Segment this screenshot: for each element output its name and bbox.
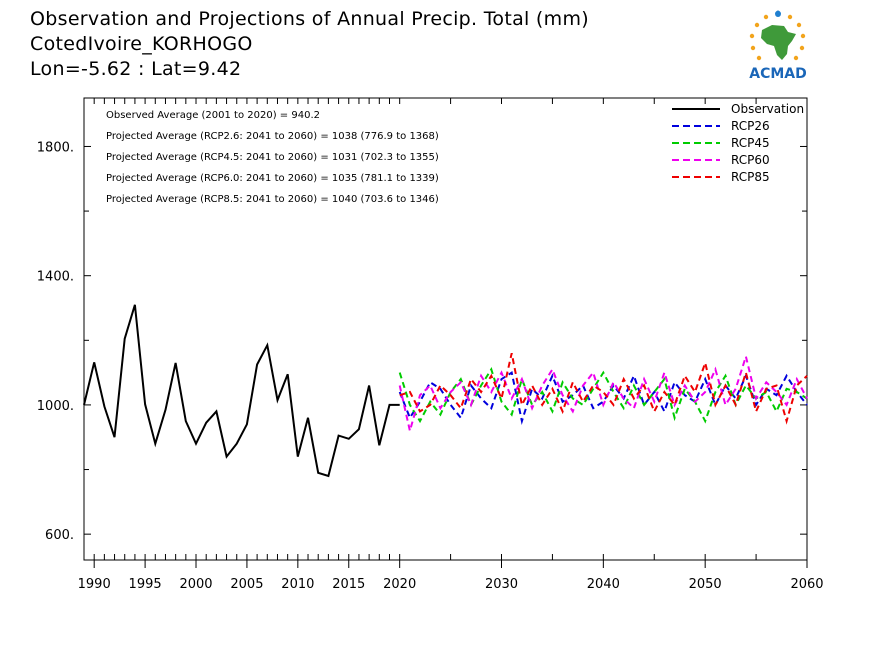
x-tick-label: 2050 xyxy=(689,577,722,592)
x-tick-label: 2060 xyxy=(790,577,823,592)
x-tick-label: 2005 xyxy=(230,577,263,592)
legend-label: RCP26 xyxy=(731,119,770,133)
average-annotation: Projected Average (RCP2.6: 2041 to 2060)… xyxy=(106,131,439,142)
legend-label: RCP85 xyxy=(731,170,770,184)
average-annotation: Observed Average (2001 to 2020) = 940.2 xyxy=(106,110,320,121)
y-tick-label: 600. xyxy=(45,528,74,543)
chart-title: Observation and Projections of Annual Pr… xyxy=(30,8,589,30)
plot-frame xyxy=(83,97,808,561)
x-tick-label: 2020 xyxy=(383,577,416,592)
y-tick-label: 1000. xyxy=(37,399,74,414)
legend-label: RCP60 xyxy=(731,153,770,167)
legend-label: RCP45 xyxy=(731,136,770,150)
x-tick-label: 2040 xyxy=(587,577,620,592)
observation-line xyxy=(83,304,400,478)
x-tick-label: 2000 xyxy=(179,577,212,592)
station-coordinates: Lon=-5.62 : Lat=9.42 xyxy=(30,58,242,80)
series-rcp60-line xyxy=(398,352,808,432)
station-name: CotedIvoire_KORHOGO xyxy=(30,33,253,55)
x-tick-label: 1990 xyxy=(78,577,111,592)
y-tick-label: 1400. xyxy=(37,270,74,285)
average-annotation: Projected Average (RCP8.5: 2041 to 2060)… xyxy=(106,194,439,205)
y-tick-label: 1800. xyxy=(37,140,74,155)
logo-text: ACMAD xyxy=(749,66,807,82)
x-tick-label: 2010 xyxy=(281,577,314,592)
average-annotation: Projected Average (RCP4.5: 2041 to 2060)… xyxy=(106,152,439,163)
average-annotation: Projected Average (RCP6.0: 2041 to 2060)… xyxy=(106,173,439,184)
x-tick-label: 1995 xyxy=(129,577,162,592)
x-tick-label: 2030 xyxy=(485,577,518,592)
x-tick-label: 2015 xyxy=(332,577,365,592)
africa-map-sun-icon: ACMAD xyxy=(749,10,807,82)
acmad-logo: ACMAD xyxy=(738,8,818,84)
legend-label: Observation xyxy=(731,102,804,116)
